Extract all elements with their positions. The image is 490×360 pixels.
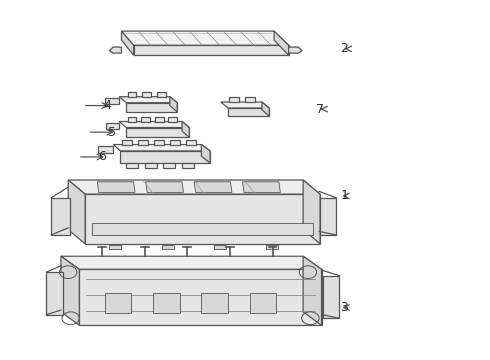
Polygon shape [162, 244, 174, 249]
Polygon shape [61, 256, 321, 269]
Polygon shape [122, 31, 134, 55]
Polygon shape [194, 182, 232, 192]
Bar [104, 293, 131, 313]
Polygon shape [113, 145, 210, 151]
Polygon shape [122, 140, 132, 145]
Text: 3: 3 [341, 301, 348, 314]
Polygon shape [262, 102, 269, 116]
Polygon shape [146, 182, 183, 192]
Polygon shape [109, 47, 122, 53]
Polygon shape [221, 102, 269, 108]
Polygon shape [322, 276, 340, 318]
Polygon shape [267, 244, 278, 249]
Polygon shape [289, 47, 302, 53]
Polygon shape [186, 140, 196, 145]
Polygon shape [51, 198, 70, 235]
Polygon shape [79, 269, 321, 325]
Polygon shape [126, 103, 177, 112]
Text: 5: 5 [108, 126, 116, 139]
Polygon shape [104, 99, 119, 104]
Polygon shape [109, 244, 122, 249]
Polygon shape [61, 256, 79, 325]
Polygon shape [134, 45, 289, 55]
Polygon shape [128, 92, 137, 97]
Polygon shape [122, 31, 289, 45]
Polygon shape [68, 180, 320, 194]
Text: 7: 7 [316, 103, 324, 116]
Polygon shape [141, 117, 150, 122]
Polygon shape [157, 92, 166, 97]
Polygon shape [154, 140, 164, 145]
Text: 6: 6 [98, 150, 106, 163]
Polygon shape [303, 180, 320, 244]
Polygon shape [303, 256, 321, 325]
Polygon shape [68, 180, 85, 244]
Polygon shape [182, 122, 189, 138]
Polygon shape [229, 98, 239, 102]
Polygon shape [126, 127, 189, 138]
Polygon shape [128, 117, 137, 122]
Polygon shape [142, 92, 151, 97]
Polygon shape [170, 97, 177, 112]
Bar [250, 293, 276, 313]
Polygon shape [97, 182, 135, 192]
Polygon shape [169, 117, 177, 122]
Polygon shape [228, 108, 269, 116]
Polygon shape [201, 145, 210, 163]
Text: 4: 4 [103, 99, 111, 112]
Bar [201, 293, 228, 313]
Polygon shape [170, 140, 180, 145]
Polygon shape [119, 122, 189, 127]
Polygon shape [155, 117, 164, 122]
Polygon shape [163, 163, 175, 168]
Polygon shape [85, 194, 320, 244]
Bar [153, 293, 180, 313]
Polygon shape [245, 98, 255, 102]
Polygon shape [274, 31, 289, 55]
Polygon shape [106, 123, 119, 129]
Polygon shape [98, 146, 113, 153]
Polygon shape [145, 163, 157, 168]
Polygon shape [243, 182, 280, 192]
Polygon shape [121, 151, 210, 163]
Polygon shape [138, 140, 147, 145]
Polygon shape [47, 272, 63, 315]
Bar [93, 222, 313, 235]
Polygon shape [320, 198, 336, 235]
Polygon shape [119, 97, 177, 103]
Polygon shape [126, 163, 138, 168]
Text: 2: 2 [341, 42, 348, 55]
Polygon shape [214, 244, 226, 249]
Text: 1: 1 [341, 189, 348, 202]
Polygon shape [181, 163, 194, 168]
